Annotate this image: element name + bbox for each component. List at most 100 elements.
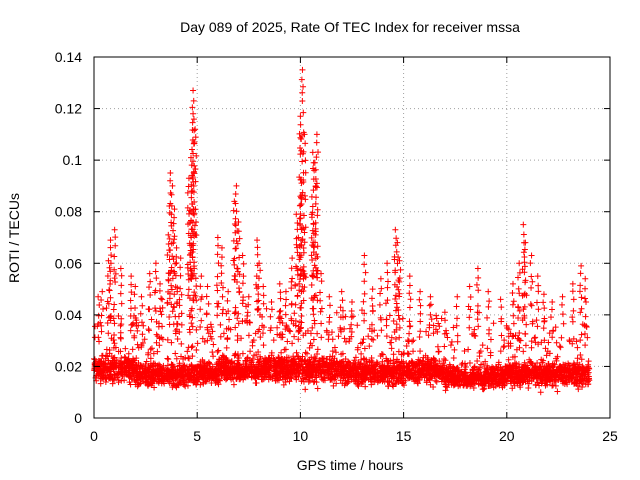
- data-point-peak: [152, 260, 159, 267]
- data-point: [218, 270, 225, 277]
- data-point: [233, 375, 240, 382]
- data-point: [100, 306, 107, 313]
- data-point: [362, 269, 369, 276]
- data-point: [214, 312, 221, 319]
- data-point: [342, 338, 349, 345]
- x-tick-label: 25: [602, 428, 618, 444]
- data-point: [325, 336, 332, 343]
- data-point-peak: [516, 260, 523, 267]
- data-point: [253, 351, 260, 358]
- data-point: [474, 316, 481, 323]
- data-point: [485, 330, 492, 337]
- data-point: [384, 284, 391, 291]
- data-point: [215, 347, 222, 354]
- data-point: [535, 288, 542, 295]
- data-point: [112, 362, 119, 369]
- data-point: [525, 385, 532, 392]
- data-point: [147, 362, 154, 369]
- data-point: [244, 309, 251, 316]
- data-point: [232, 351, 239, 358]
- data-point: [118, 300, 125, 307]
- data-point: [191, 289, 198, 296]
- data-point-peak: [233, 182, 240, 189]
- data-point: [237, 368, 244, 375]
- data-point-peak: [167, 170, 174, 177]
- data-point: [578, 294, 585, 301]
- data-point: [521, 254, 528, 261]
- data-point: [282, 346, 289, 353]
- data-point: [454, 332, 461, 339]
- data-point: [240, 260, 247, 267]
- data-point: [178, 310, 185, 317]
- data-point: [223, 344, 230, 351]
- data-point: [417, 310, 424, 317]
- y-tick-label: 0: [74, 410, 82, 426]
- data-point: [173, 260, 180, 267]
- x-tick-label: 10: [293, 428, 309, 444]
- data-point: [326, 302, 333, 309]
- data-point: [198, 373, 205, 380]
- data-point-peak: [427, 293, 434, 300]
- data-point: [416, 296, 423, 303]
- data-point: [103, 365, 110, 372]
- data-point-peak: [338, 288, 345, 295]
- data-point: [585, 358, 592, 365]
- data-point: [350, 313, 357, 320]
- data-point: [95, 334, 102, 341]
- data-point: [384, 297, 391, 304]
- data-point: [490, 320, 497, 327]
- data-point: [385, 278, 392, 285]
- data-point: [169, 308, 176, 315]
- data-point: [540, 325, 547, 332]
- data-point-peak: [309, 149, 316, 156]
- data-point: [182, 383, 189, 390]
- data-point: [194, 363, 201, 370]
- data-point: [153, 331, 160, 338]
- data-point-peak: [369, 286, 376, 293]
- data-point: [147, 355, 154, 362]
- data-point: [582, 295, 589, 302]
- data-point: [528, 338, 535, 345]
- data-point: [148, 345, 155, 352]
- data-point-peak: [225, 288, 232, 295]
- y-axis-title: ROTI / TECUs: [6, 193, 22, 283]
- data-point: [313, 139, 320, 146]
- data-point: [214, 287, 221, 294]
- data-point: [417, 302, 424, 309]
- x-axis-title: GPS time / hours: [297, 457, 404, 473]
- data-point-peak: [190, 87, 197, 94]
- data-point: [474, 309, 481, 316]
- data-point: [211, 372, 218, 379]
- data-point: [142, 374, 149, 381]
- data-points: [91, 66, 593, 396]
- data-point-peak: [534, 273, 541, 280]
- data-point: [310, 311, 317, 318]
- data-point: [520, 249, 527, 256]
- data-point: [146, 306, 153, 313]
- data-point: [141, 336, 148, 343]
- data-point: [193, 371, 200, 378]
- data-point: [158, 311, 165, 318]
- data-point: [228, 359, 235, 366]
- data-point: [427, 311, 434, 318]
- data-point: [269, 373, 276, 380]
- data-point: [235, 228, 242, 235]
- data-point: [479, 342, 486, 349]
- data-point: [193, 326, 200, 333]
- data-point: [484, 314, 491, 321]
- data-point: [200, 358, 207, 365]
- data-point: [203, 293, 210, 300]
- data-point: [184, 382, 191, 389]
- data-point: [250, 372, 257, 379]
- data-point: [245, 332, 252, 339]
- data-point: [558, 301, 565, 308]
- data-point: [231, 365, 238, 372]
- data-point: [339, 297, 346, 304]
- data-point: [255, 291, 262, 298]
- data-point: [127, 297, 134, 304]
- data-point: [189, 104, 196, 111]
- data-point: [435, 348, 442, 355]
- data-point: [236, 285, 243, 292]
- data-point: [283, 296, 290, 303]
